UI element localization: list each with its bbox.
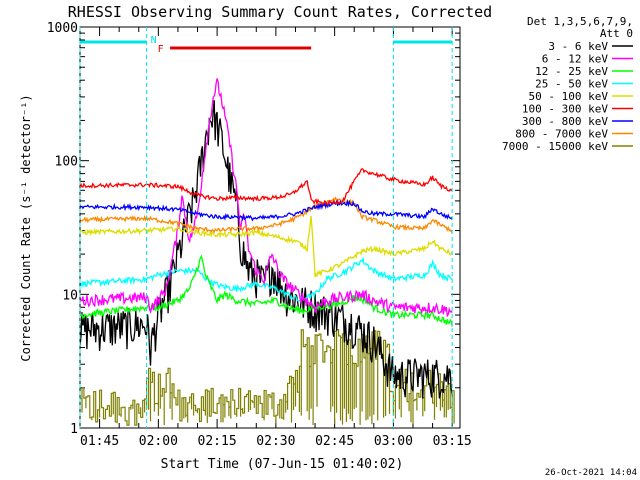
y-axis-label: Corrected Count Rate (s⁻¹ detector⁻¹) bbox=[19, 94, 33, 361]
x-tick-label: 03:00 bbox=[374, 434, 413, 449]
x-tick-label: 01:45 bbox=[80, 434, 119, 449]
series-line bbox=[80, 168, 453, 207]
chart-title: RHESSI Observing Summary Count Rates, Co… bbox=[68, 3, 492, 21]
series-5 bbox=[80, 168, 453, 207]
series-3 bbox=[80, 256, 453, 302]
y-tick-label: 10 bbox=[62, 288, 78, 303]
series-line bbox=[80, 254, 453, 327]
legend-label: 12 - 25 keV bbox=[535, 65, 608, 78]
flare-label: F bbox=[158, 44, 164, 55]
legend-label: 3 - 6 keV bbox=[548, 40, 608, 53]
x-tick-label: 02:00 bbox=[139, 434, 178, 449]
y-tick-label: 1000 bbox=[47, 21, 78, 36]
plot-frame bbox=[79, 26, 461, 429]
series-line bbox=[80, 256, 453, 302]
footer-date: 26-Oct-2021 14:04 bbox=[545, 468, 637, 478]
series-line bbox=[80, 329, 455, 426]
annotations: NF bbox=[79, 27, 453, 428]
legend-label: 800 - 7000 keV bbox=[515, 128, 608, 141]
series-2 bbox=[80, 254, 453, 327]
y-tick-label: 100 bbox=[55, 155, 78, 170]
plot-area bbox=[80, 78, 455, 426]
x-tick-label: 02:30 bbox=[256, 434, 295, 449]
series-line bbox=[80, 100, 453, 399]
series-4 bbox=[80, 215, 453, 278]
legend-label: 50 - 100 keV bbox=[529, 90, 609, 103]
legend-label: 100 - 300 keV bbox=[522, 103, 608, 116]
series-line bbox=[80, 196, 453, 234]
series-1 bbox=[80, 78, 453, 318]
x-axis-label: Start Time (07-Jun-15 01:40:02) bbox=[161, 457, 404, 472]
series-8 bbox=[80, 329, 455, 426]
night-label: N bbox=[151, 35, 157, 46]
series-0 bbox=[80, 100, 453, 399]
series-7 bbox=[80, 196, 453, 234]
series-line bbox=[80, 78, 453, 318]
legend-header-line-2: Att 0 bbox=[600, 27, 633, 40]
x-tick-label: 02:15 bbox=[198, 434, 237, 449]
legend-label: 25 - 50 keV bbox=[535, 78, 608, 91]
legend-header-line-1: Det 1,3,5,6,7,9, bbox=[527, 15, 633, 28]
series-line bbox=[80, 199, 453, 222]
x-tick-label: 02:45 bbox=[315, 434, 354, 449]
x-axis: 01:45 02:00 02:15 02:30 02:45 03:00 03:15 bbox=[79, 27, 472, 449]
legend-label: 7000 - 15000 keV bbox=[502, 140, 608, 153]
series-line bbox=[80, 215, 453, 278]
series-6 bbox=[80, 199, 453, 222]
y-tick-label: 1 bbox=[70, 422, 78, 437]
x-tick-label: 03:15 bbox=[433, 434, 472, 449]
legend-label: 6 - 12 keV bbox=[542, 53, 609, 66]
legend-label: 300 - 800 keV bbox=[522, 115, 608, 128]
